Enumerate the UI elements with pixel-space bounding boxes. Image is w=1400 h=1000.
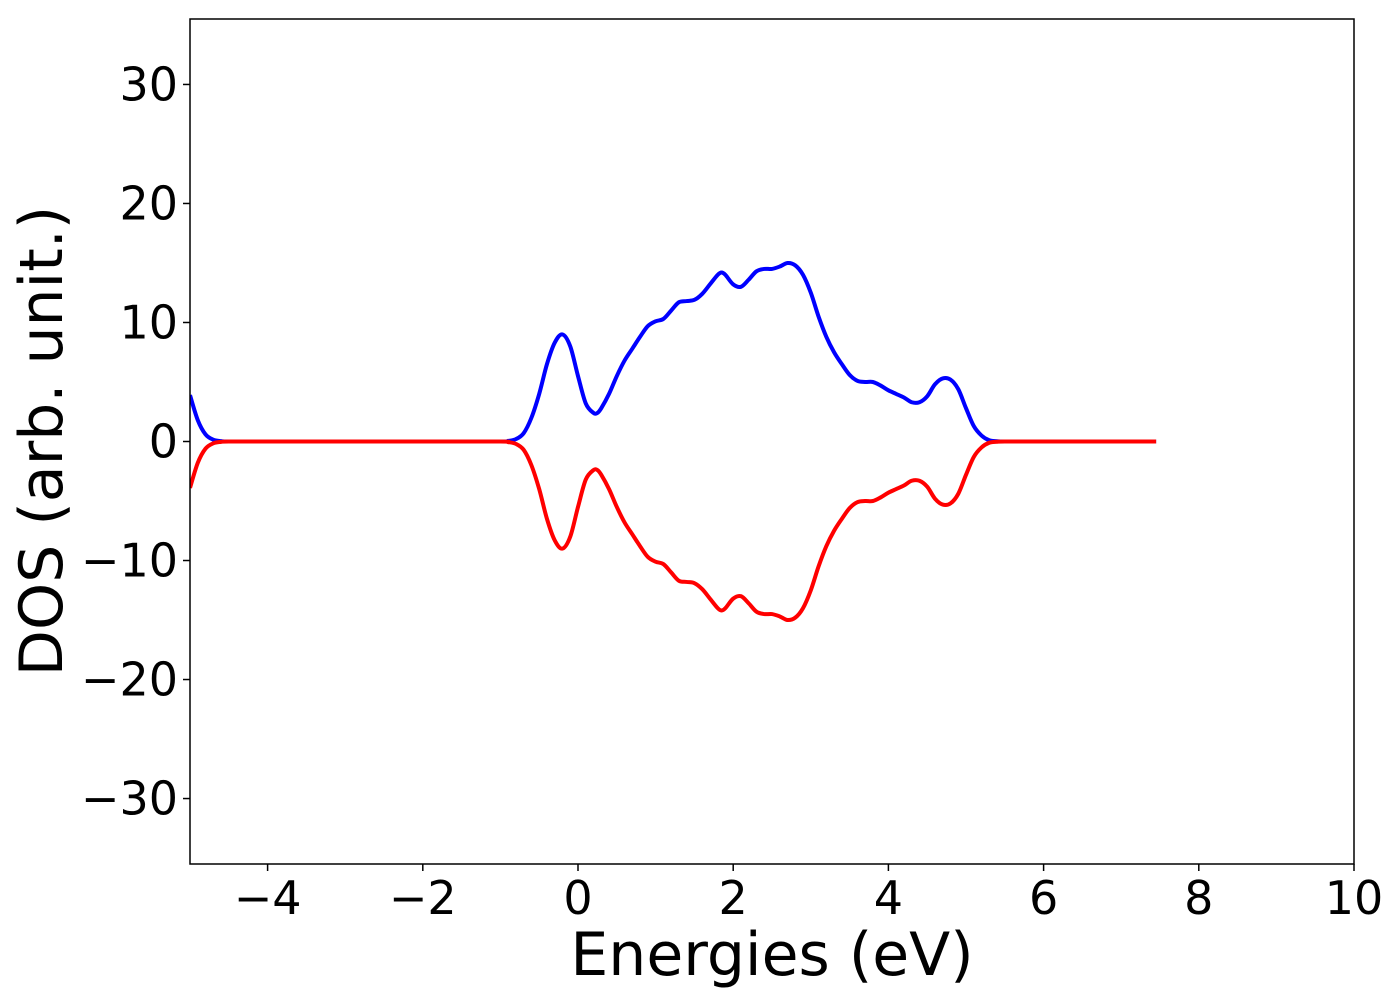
y-tick-label: 30 (119, 57, 178, 111)
y-axis-label: DOS (arb. unit.) (7, 206, 77, 676)
y-axis: −30 −20 −10 0 10 20 30 (81, 57, 190, 826)
x-tick-label: 8 (1184, 871, 1213, 925)
y-tick-label: −20 (81, 653, 178, 707)
y-tick-label: 20 (119, 176, 178, 230)
x-tick-label: −4 (234, 871, 302, 925)
x-tick-label: 0 (563, 871, 592, 925)
series-line-red (190, 439, 1157, 623)
x-axis-label: Energies (eV) (570, 920, 973, 990)
y-tick-label: 0 (149, 415, 178, 469)
y-tick-label: 10 (119, 295, 178, 349)
y-tick-label: −10 (81, 534, 178, 588)
x-tick-label: 6 (1029, 871, 1058, 925)
x-tick-label: 10 (1325, 871, 1384, 925)
series-layer (190, 260, 1157, 623)
x-tick-label: 4 (874, 871, 903, 925)
series-line-blue (190, 260, 1157, 444)
x-tick-label: 2 (719, 871, 748, 925)
y-tick-label: −30 (81, 772, 178, 826)
x-tick-label: −2 (389, 871, 457, 925)
x-axis: −4 −2 0 2 4 6 8 10 (234, 864, 1384, 925)
